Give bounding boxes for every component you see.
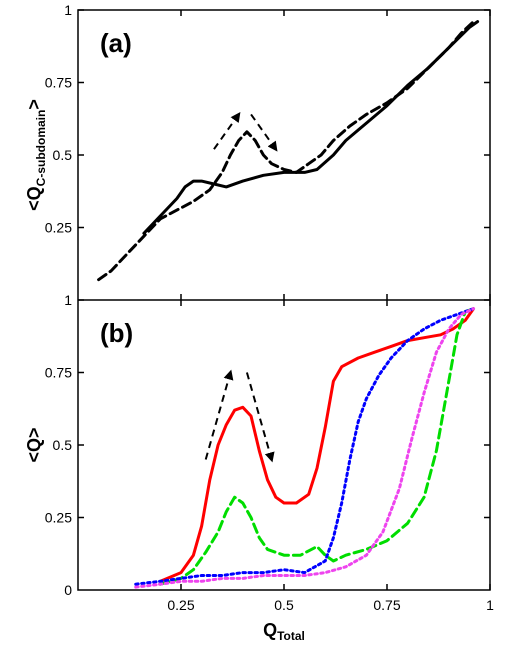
y-tick-label: 0.25 bbox=[45, 220, 72, 236]
y-tick-label: 0.75 bbox=[45, 365, 72, 381]
x-tick-label: 0.75 bbox=[373, 597, 400, 613]
x-tick-label: 1 bbox=[486, 597, 494, 613]
y-tick-label: 0.5 bbox=[53, 437, 73, 453]
y-tick-label: 0 bbox=[64, 582, 72, 598]
panel-b-label: (b) bbox=[100, 318, 133, 348]
panel-a-ylabel: <QC-subdomain> bbox=[24, 99, 48, 211]
panel-b-series-line bbox=[158, 307, 475, 586]
panel-a-ylabel-sub: C-subdomain bbox=[34, 110, 48, 187]
y-tick-label: 0.25 bbox=[45, 510, 72, 526]
y-tick-label: 0.5 bbox=[53, 147, 73, 163]
annotation-arrow bbox=[204, 369, 234, 460]
x-tick-label: 0.5 bbox=[274, 597, 294, 613]
panel-a-label: (a) bbox=[100, 28, 132, 58]
x-axis-label-sub: Total bbox=[277, 629, 305, 643]
panel-a-ylabel-end: > bbox=[24, 99, 44, 110]
y-tick-label: 0.75 bbox=[45, 75, 72, 91]
panel-a-ylabel-main: <Q bbox=[24, 186, 44, 211]
panel-b-ylabel: <Q> bbox=[24, 427, 44, 462]
annotation-arrow bbox=[250, 113, 278, 152]
panel-b-series-line bbox=[158, 307, 475, 583]
y-tick-label: 1 bbox=[64, 292, 72, 308]
panel-a-series-line bbox=[97, 20, 475, 282]
x-tick-label: 0.25 bbox=[167, 597, 194, 613]
x-axis-label: QTotal bbox=[263, 620, 305, 643]
annotation-arrow bbox=[245, 372, 275, 463]
panel-b-series-line bbox=[134, 307, 475, 586]
panel-b-series-line bbox=[134, 307, 475, 589]
x-axis-label-main: Q bbox=[263, 620, 277, 640]
annotation-arrow bbox=[213, 111, 241, 150]
y-tick-label: 1 bbox=[64, 2, 72, 18]
